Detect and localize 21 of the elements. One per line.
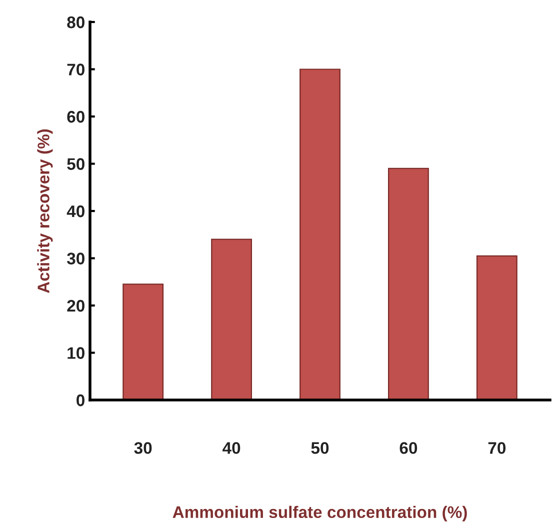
- bar: [211, 238, 252, 400]
- y-tick-label: 50: [67, 158, 84, 170]
- x-tick-label: 50: [311, 442, 329, 454]
- y-tick-label: 70: [67, 64, 84, 76]
- y-tick-label: 30: [66, 252, 84, 264]
- y-tick-label: 60: [67, 110, 84, 123]
- bar: [300, 68, 340, 400]
- y-tick-label: 10: [68, 347, 84, 359]
- bar: [388, 168, 429, 400]
- bar: [476, 255, 518, 400]
- y-tick-label: 40: [66, 205, 84, 218]
- x-tick-label: 40: [222, 442, 240, 454]
- y-tick-label: 20: [67, 300, 84, 312]
- y-tick-label: 0: [76, 394, 84, 406]
- x-axis-title: Ammonium sulfate concentration (%): [172, 506, 467, 522]
- y-axis-title: Activity recovery (%): [37, 129, 53, 294]
- x-tick-label: 70: [488, 442, 506, 454]
- x-tick-label: 60: [400, 442, 418, 454]
- x-tick-label: 30: [134, 442, 152, 454]
- bar: [122, 284, 164, 400]
- y-tick-label: 80: [67, 16, 84, 28]
